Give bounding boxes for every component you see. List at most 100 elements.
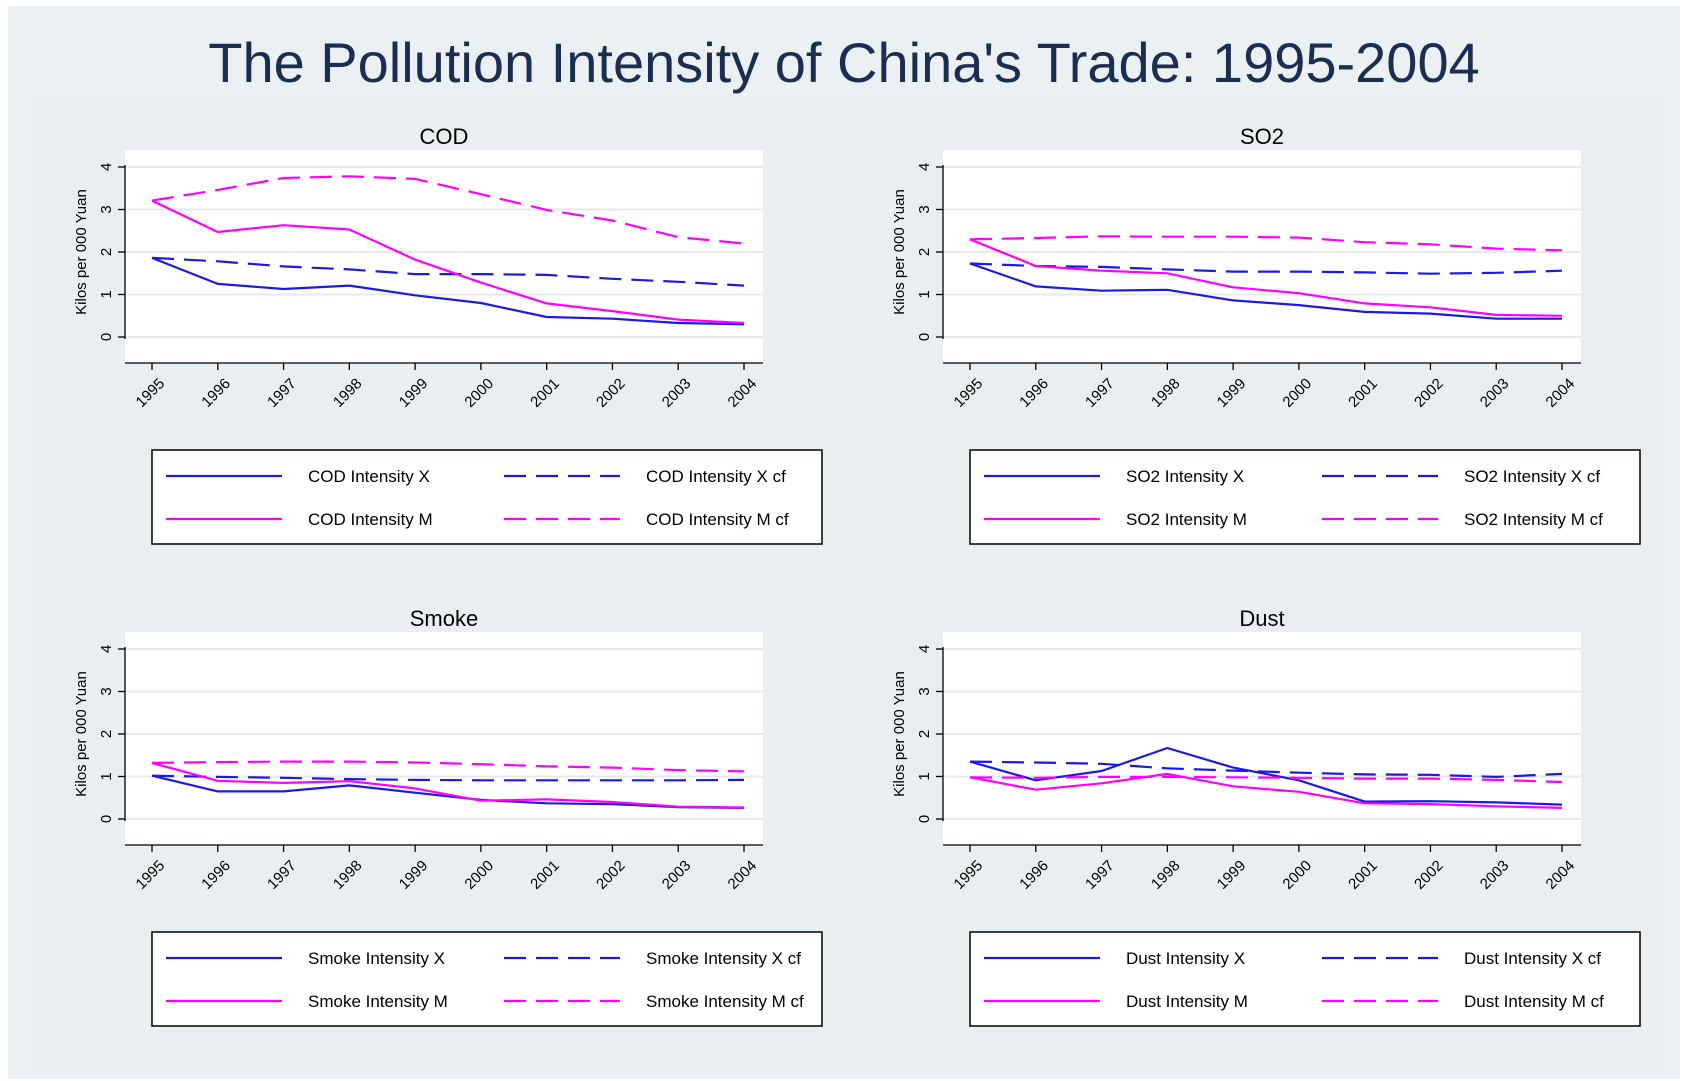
y-axis-label: Kilos per 000 Yuan (891, 189, 908, 315)
legend-label-3: Smoke Intensity M cf (646, 992, 804, 1011)
series-line-1 (969, 262, 1563, 275)
series-line-0 (151, 256, 745, 326)
x-tick-label: 1995 (951, 857, 987, 893)
series-line-2 (969, 772, 1563, 809)
y-tick-label: 0 (98, 815, 115, 823)
y-tick-label: 3 (916, 687, 933, 695)
legend-label-1: Dust Intensity X cf (1464, 949, 1601, 968)
x-tick-label: 1998 (330, 857, 366, 893)
legend-box (151, 449, 823, 545)
series-line-0 (969, 746, 1563, 806)
legend-label-2: SO2 Intensity M (1126, 510, 1247, 529)
plot-area (125, 632, 763, 845)
y-tick-label: 0 (916, 815, 933, 823)
y-tick-label: 3 (916, 205, 933, 213)
series-line-0 (969, 262, 1562, 320)
series-line-1 (151, 256, 745, 287)
x-tick-label: 2003 (1477, 375, 1513, 411)
chart-title: SO2 (1240, 124, 1284, 149)
legend-box (151, 931, 823, 1027)
y-tick-label: 2 (98, 248, 115, 256)
figure-title: The Pollution Intensity of China's Trade… (208, 31, 1480, 94)
x-tick-label: 1998 (330, 375, 366, 411)
y-tick-label: 4 (98, 163, 115, 171)
plot-region: COD 0 1 2 3 4 Kilos per 000 Yuan 1995 1996 1997 19… (32, 102, 1668, 1072)
chart-title: Smoke (410, 606, 478, 631)
x-tick-label: 1999 (1214, 857, 1250, 893)
series-line-1 (969, 760, 1563, 778)
x-tick-label: 2001 (1345, 375, 1381, 411)
x-tick-label: 1997 (1082, 857, 1118, 893)
y-tick-label: 3 (98, 205, 115, 213)
x-tick-label: 1995 (133, 375, 169, 411)
plot-area (943, 150, 1581, 363)
legend-box (969, 931, 1641, 1027)
x-tick-label: 1997 (264, 857, 300, 893)
x-tick-label: 2002 (593, 857, 629, 893)
legend-label-2: COD Intensity M (308, 510, 433, 529)
x-tick-label: 2002 (1411, 375, 1447, 411)
x-tick-label: 1997 (1082, 375, 1118, 411)
series-line-1 (151, 774, 745, 782)
figure: The Pollution Intensity of China's Trade… (8, 6, 1680, 1079)
chart-panel-0: COD 0 1 2 3 4 Kilos per 000 Yuan 1995 1996 1997 19… (73, 124, 823, 545)
x-tick-label: 2001 (527, 857, 563, 893)
x-tick-label: 2002 (1411, 857, 1447, 893)
chart-title: COD (420, 124, 469, 149)
x-tick-label: 1996 (198, 857, 234, 893)
chart-panel-1: SO2 0 1 2 3 4 Kilos per 000 Yuan 1995 1996 1997 19… (891, 124, 1641, 545)
series-line-3 (151, 760, 745, 773)
x-tick-label: 1997 (264, 375, 300, 411)
y-tick-label: 1 (98, 772, 115, 780)
plot-area (943, 632, 1581, 845)
x-tick-label: 2000 (1279, 857, 1315, 893)
legend-label-3: COD Intensity M cf (646, 510, 789, 529)
x-tick-label: 1999 (1214, 375, 1250, 411)
y-tick-label: 4 (916, 163, 933, 171)
legend-label-2: Smoke Intensity M (308, 992, 448, 1011)
legend-box (969, 449, 1641, 545)
x-tick-label: 1996 (198, 375, 234, 411)
series-line-2 (151, 761, 745, 809)
y-axis-label: Kilos per 000 Yuan (891, 671, 908, 797)
y-tick-label: 2 (916, 248, 933, 256)
x-tick-label: 2004 (1543, 857, 1579, 893)
legend-label-1: SO2 Intensity X cf (1464, 467, 1600, 486)
chart-panel-2: Smoke 0 1 2 3 4 Kilos per 000 Yuan 1995 1996 1997… (73, 606, 823, 1027)
x-tick-label: 1995 (133, 857, 169, 893)
series-line-3 (969, 775, 1563, 784)
y-tick-label: 1 (916, 772, 933, 780)
chart-title: Dust (1239, 606, 1284, 631)
y-tick-label: 2 (98, 730, 115, 738)
legend-label-1: Smoke Intensity X cf (646, 949, 801, 968)
x-tick-label: 2004 (725, 857, 761, 893)
x-tick-label: 2003 (659, 857, 695, 893)
x-tick-label: 1999 (396, 857, 432, 893)
x-tick-label: 2004 (1543, 375, 1579, 411)
x-tick-label: 2001 (527, 375, 563, 411)
y-tick-label: 4 (98, 645, 115, 653)
y-tick-label: 0 (916, 333, 933, 341)
series-line-3 (151, 175, 745, 245)
x-tick-label: 2002 (593, 375, 629, 411)
x-tick-label: 2000 (461, 857, 497, 893)
y-tick-label: 1 (98, 290, 115, 298)
x-tick-label: 1996 (1016, 375, 1052, 411)
y-tick-label: 3 (98, 687, 115, 695)
x-tick-label: 1998 (1148, 375, 1184, 411)
x-tick-label: 1999 (396, 375, 432, 411)
y-tick-label: 4 (916, 645, 933, 653)
series-line-0 (151, 774, 745, 809)
legend-label-2: Dust Intensity M (1126, 992, 1248, 1011)
y-axis-label: Kilos per 000 Yuan (73, 189, 90, 315)
x-tick-label: 2003 (659, 375, 695, 411)
legend-label-0: Smoke Intensity X (308, 949, 445, 968)
legend-label-0: Dust Intensity X (1126, 949, 1245, 968)
y-tick-label: 0 (98, 333, 115, 341)
y-axis-label: Kilos per 000 Yuan (73, 671, 90, 797)
legend-label-0: COD Intensity X (308, 467, 430, 486)
x-tick-label: 1998 (1148, 857, 1184, 893)
plot-area (125, 150, 763, 363)
legend-label-0: SO2 Intensity X (1126, 467, 1244, 486)
chart-panel-3: Dust 0 1 2 3 4 Kilos per 000 Yuan 1995 1996 1997 1… (891, 606, 1641, 1027)
